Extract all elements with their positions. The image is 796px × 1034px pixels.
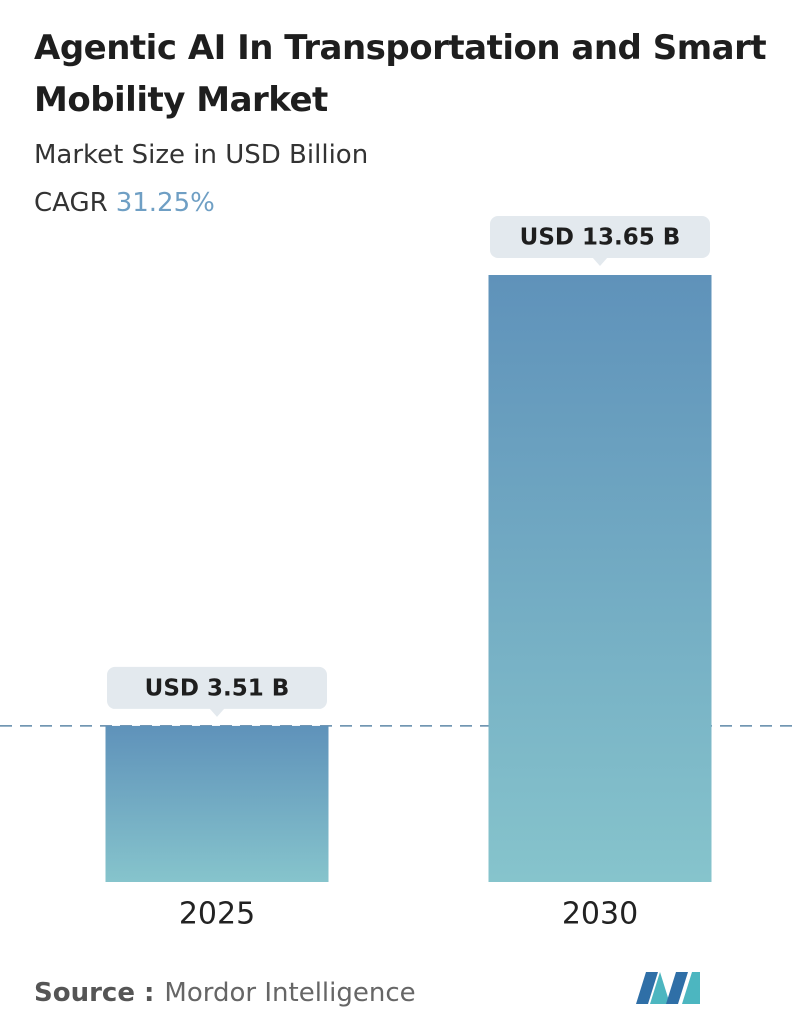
chart-subtitle: Market Size in USD Billion — [34, 140, 369, 170]
cagr-label: CAGR — [34, 188, 108, 218]
value-label-box — [490, 216, 710, 258]
x-tick-label: 2030 — [562, 897, 638, 932]
source: Source : Mordor Intelligence — [34, 978, 416, 1008]
value-label-pointer — [209, 707, 225, 717]
value-label: USD 13.65 B — [520, 225, 681, 251]
x-tick-label: 2025 — [179, 897, 255, 932]
bar — [488, 275, 712, 882]
cagr-value: 31.25% — [115, 188, 215, 218]
source-name: Mordor Intelligence — [164, 978, 416, 1008]
cagr: CAGR 31.25% — [34, 188, 215, 218]
source-label: Source : — [34, 978, 155, 1008]
chart-title: Agentic AI In Transportation and Smart M… — [34, 28, 767, 120]
bar — [105, 725, 329, 882]
value-label-box — [107, 666, 327, 709]
value-label-pointer — [592, 257, 608, 266]
value-label: USD 3.51 B — [145, 675, 290, 701]
logo — [636, 972, 700, 1004]
